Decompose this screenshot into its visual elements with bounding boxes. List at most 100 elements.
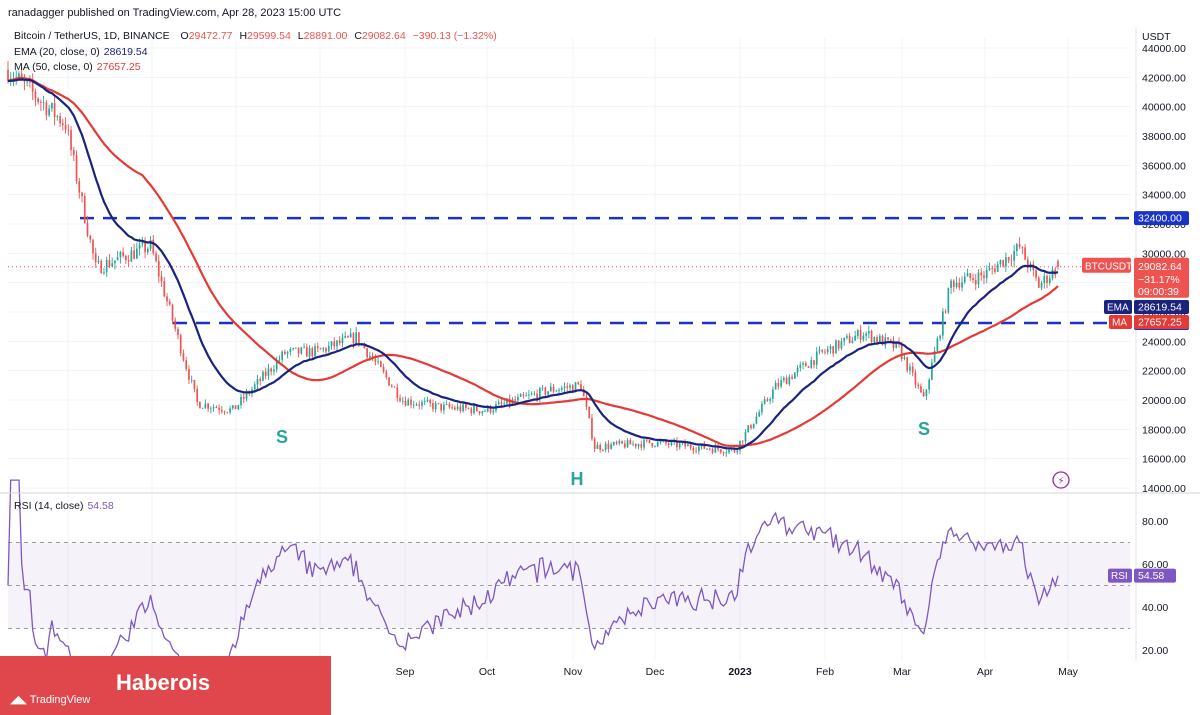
- candle-body: [867, 330, 870, 334]
- candle-body: [593, 438, 596, 449]
- candle-body: [533, 393, 536, 395]
- candle-body: [412, 404, 415, 406]
- key-levels: [8, 216, 1130, 325]
- rsi-value-tag: 54.58: [1138, 570, 1164, 582]
- candle-body: [796, 367, 799, 373]
- candle-body: [440, 403, 443, 411]
- candle-body: [703, 443, 706, 449]
- rsi-tag: RSI: [1111, 571, 1128, 582]
- candle-body: [615, 442, 618, 444]
- candle-body: [985, 270, 988, 278]
- candle-body: [525, 395, 527, 397]
- candle-body: [689, 444, 692, 449]
- candle-body: [125, 255, 127, 261]
- candle-body: [253, 384, 256, 390]
- candle-body: [645, 439, 648, 441]
- candle-body: [229, 408, 231, 413]
- candle-body: [613, 442, 615, 445]
- candle-body: [996, 264, 999, 272]
- last-price-tag-bg: [1134, 257, 1189, 298]
- candle-body: [837, 340, 840, 349]
- candle-body: [1057, 261, 1059, 267]
- candle-body: [26, 81, 29, 83]
- candle-body: [1035, 270, 1037, 278]
- candle-body: [687, 444, 689, 447]
- candle-body: [821, 349, 824, 352]
- candle-body: [390, 385, 393, 387]
- time-tick-label: Sep: [396, 666, 415, 678]
- candle-body: [149, 239, 152, 249]
- candle-body: [854, 335, 856, 341]
- candle-body: [634, 443, 637, 447]
- candle-body: [793, 372, 796, 379]
- candle-body: [382, 366, 385, 372]
- candle-body: [108, 259, 111, 267]
- candle-body: [848, 336, 851, 344]
- candle-body: [558, 389, 560, 391]
- rsi-legend[interactable]: RSI (14, close) 54.58: [14, 500, 114, 512]
- candle-body: [840, 341, 843, 349]
- tv-logo-text: TradingView: [29, 694, 91, 706]
- candle-body: [824, 351, 826, 353]
- candle-body: [18, 73, 20, 77]
- candle-body: [818, 349, 821, 352]
- candle-body: [355, 332, 358, 344]
- candle-body: [286, 351, 289, 354]
- candle-body: [1048, 278, 1051, 283]
- candle-body: [750, 425, 752, 429]
- candle-body: [168, 301, 171, 305]
- candle-body: [305, 346, 308, 357]
- candle-body: [846, 336, 848, 338]
- candle-body: [179, 335, 182, 354]
- candle-body: [83, 196, 86, 223]
- candle-body: [497, 402, 500, 405]
- candle-body: [94, 253, 97, 263]
- candle-body: [97, 260, 100, 263]
- candle-body: [341, 337, 344, 344]
- candle-body: [231, 405, 234, 409]
- candle-body: [714, 446, 717, 453]
- candle-body: [385, 371, 388, 378]
- candle-body: [708, 448, 711, 450]
- candle-body: [1046, 275, 1048, 283]
- candle-body: [401, 401, 404, 402]
- candle-body: [604, 443, 607, 450]
- candle-body: [81, 192, 83, 197]
- candle-body: [325, 348, 327, 352]
- symbol-legend: Bitcoin / TetherUS, 1D, BINANCE O29472.7…: [14, 30, 497, 42]
- axes[interactable]: 44000.00 42000.00 40000.00 38000.00 36000.00…: [0, 28, 1200, 678]
- ma-value-tag-bg: [1134, 315, 1189, 329]
- candle-body: [234, 405, 237, 410]
- candle-body: [607, 443, 610, 449]
- rsi-tick-label: 80.00: [1142, 516, 1168, 528]
- candle-body: [900, 344, 903, 359]
- candle-body: [330, 341, 333, 346]
- candle-body: [895, 341, 898, 348]
- candle-body: [429, 399, 432, 404]
- candle-body: [473, 405, 475, 414]
- ma-legend[interactable]: MA (50, close, 0) 27657.25: [14, 61, 141, 73]
- candle-body: [939, 335, 941, 339]
- candle-body: [443, 404, 445, 411]
- candle-body: [514, 399, 517, 401]
- candle-body: [884, 337, 887, 346]
- candle-body: [333, 341, 336, 347]
- rsi-tick-label: 60.00: [1142, 559, 1168, 571]
- candle-body: [146, 248, 149, 253]
- candle-body: [316, 346, 319, 349]
- high-value: 29599.54: [247, 30, 291, 42]
- candle-body: [48, 108, 50, 116]
- candle-body: [1037, 277, 1040, 288]
- ema-legend[interactable]: EMA (20, close, 0) 28619.54: [14, 46, 148, 58]
- candle-body: [303, 346, 305, 348]
- candle-body: [204, 403, 207, 409]
- tv-logo-icon: ◢◣: [10, 694, 30, 706]
- candle-body: [34, 91, 37, 99]
- price-tick-label: 34000.00: [1142, 190, 1186, 202]
- candle-body: [92, 239, 94, 254]
- candle-body: [1024, 247, 1026, 260]
- candle-body: [944, 311, 947, 313]
- candle-body: [311, 348, 314, 357]
- candle-body: [928, 379, 930, 390]
- open-value: 29472.77: [188, 30, 233, 42]
